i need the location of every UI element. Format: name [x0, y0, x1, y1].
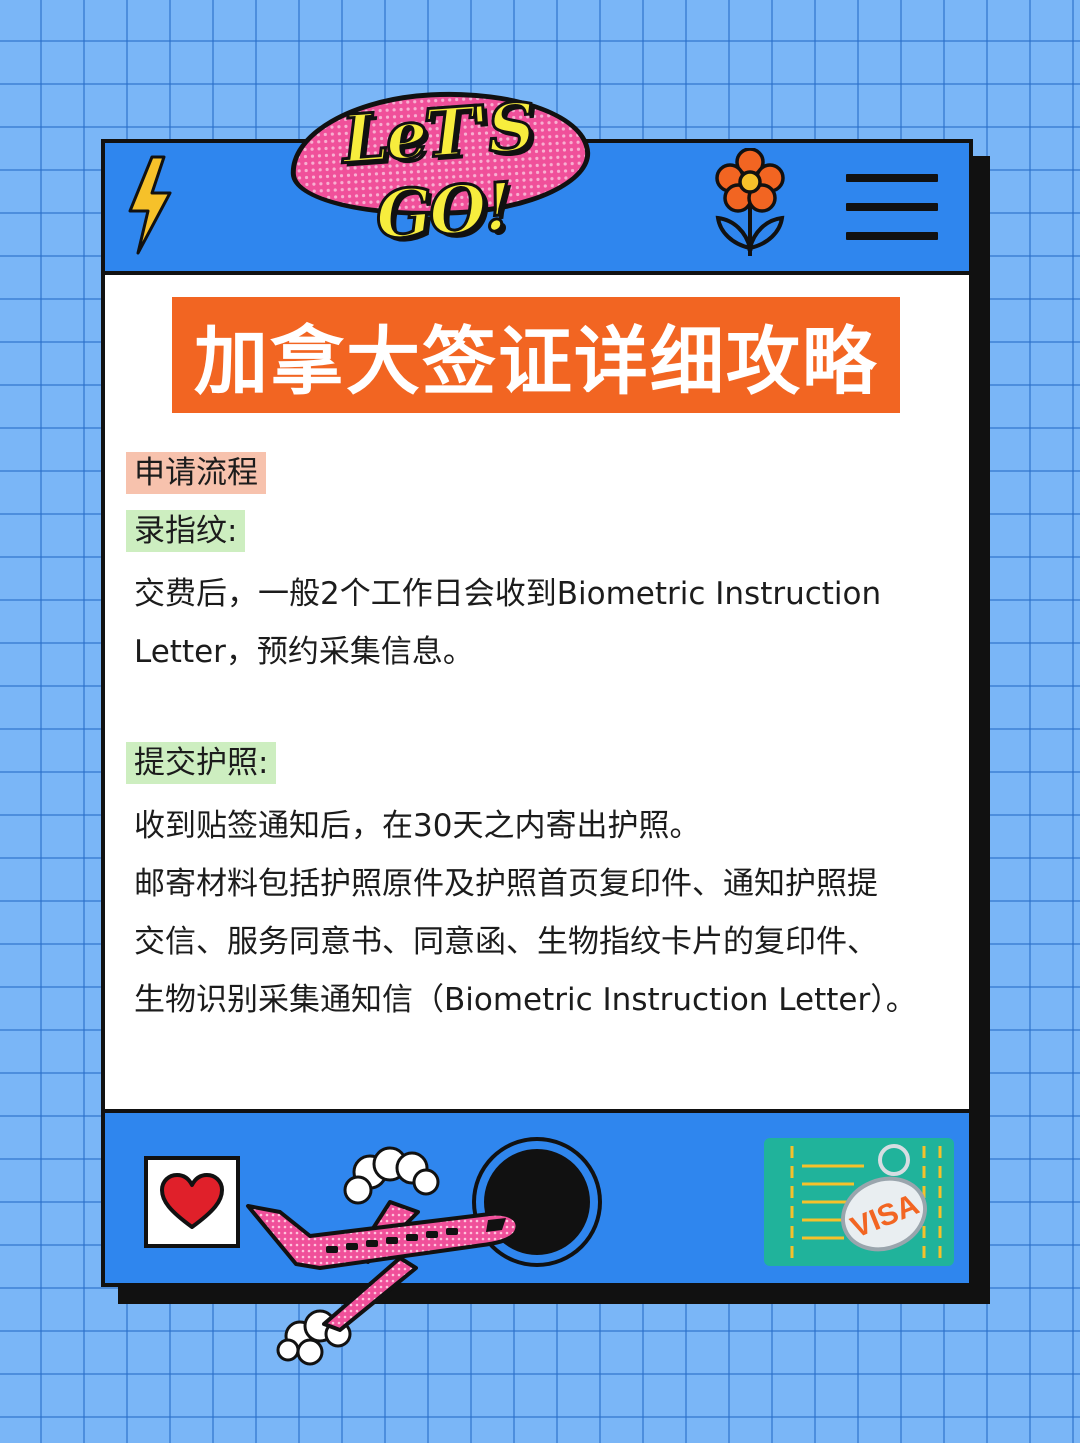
fingerprint-paragraph: 交费后，一般2个工作日会收到Biometric Instruction Lett… [134, 565, 881, 681]
page-title: 加拿大签证详细攻略 [194, 318, 878, 405]
section-tag-process: 申请流程 [126, 452, 266, 494]
section-tag-fingerprint: 录指纹: [126, 510, 246, 552]
text-line: 交信、服务同意书、同意函、生物指纹卡片的复印件、 [134, 924, 878, 960]
heart-box [144, 1156, 240, 1248]
menu-icon[interactable] [846, 174, 938, 240]
menu-line [846, 174, 938, 182]
text-line: 生物识别采集通知信（Biometric Instruction Letter）。 [134, 982, 917, 1018]
airplane-icon [246, 1146, 520, 1366]
visa-card-icon: VISA [764, 1138, 954, 1266]
title-banner: 加拿大签证详细攻略 [172, 297, 900, 413]
lets-go-logo: LeT'S GO! [286, 84, 594, 256]
logo-text: LeT'S GO! [338, 86, 536, 256]
flower-icon [715, 148, 785, 256]
lightning-bolt-icon [128, 155, 172, 255]
passport-paragraph: 收到贴签通知后，在30天之内寄出护照。 邮寄材料包括护照原件及护照首页复印件、通… [134, 797, 917, 1029]
text-line: Letter，预约采集信息。 [134, 634, 474, 670]
menu-line [846, 203, 938, 211]
text-line: 邮寄材料包括护照原件及护照首页复印件、通知护照提 [134, 866, 878, 902]
menu-line [846, 232, 938, 240]
heart-icon [160, 1173, 224, 1229]
text-line: 收到贴签通知后，在30天之内寄出护照。 [134, 808, 701, 844]
text-line: 交费后，一般2个工作日会收到Biometric Instruction [134, 576, 882, 612]
section-tag-passport: 提交护照: [126, 742, 277, 784]
porthole-icon [476, 1141, 598, 1263]
